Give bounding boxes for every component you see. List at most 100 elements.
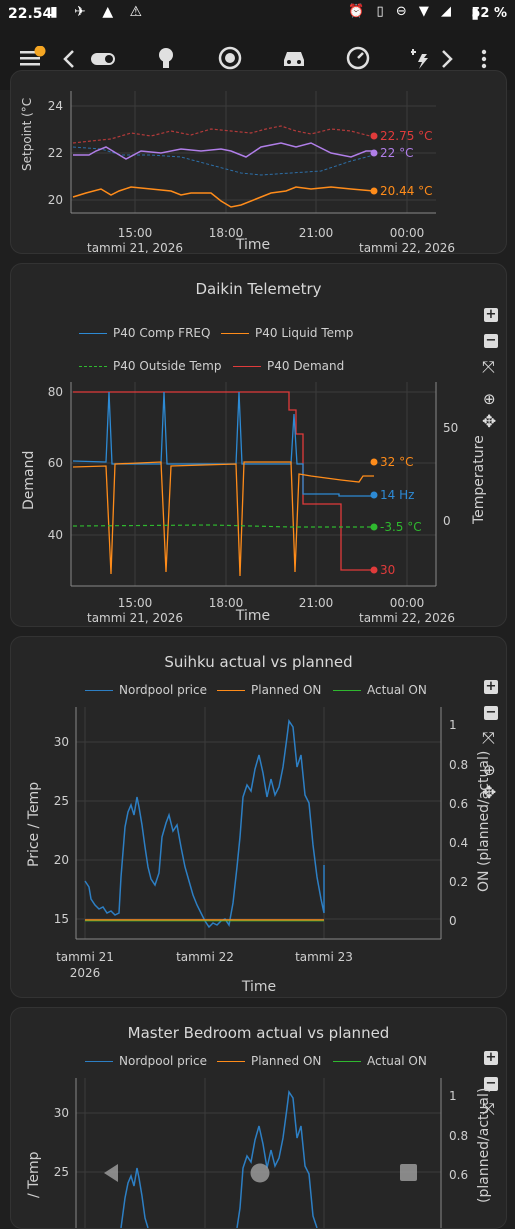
x-tick: 18:00 <box>209 226 244 240</box>
weather-icon[interactable] <box>406 44 434 72</box>
x-tick: 18:00 <box>209 596 244 610</box>
y-tick: 20 <box>54 853 69 867</box>
x-tick: tammi 23 <box>295 950 353 964</box>
chart-title: Master Bedroom actual vs planned <box>127 1024 390 1042</box>
x-tick: tammi 22 <box>176 950 234 964</box>
legend-item[interactable]: Actual ON <box>333 1054 427 1068</box>
end-marker <box>370 458 378 466</box>
x-tick: tammi 21 <box>56 950 114 964</box>
setpoint-card: 24 22 20 Setpoint (°C 22.75 °C 22 °C 20.… <box>10 70 507 254</box>
series-line-nordpool <box>84 718 325 929</box>
robot-vacuum-icon[interactable] <box>216 44 244 72</box>
x-tick: 21:00 <box>299 226 334 240</box>
zoom-out-icon[interactable]: − <box>484 1076 498 1091</box>
back-chevron-icon[interactable] <box>60 48 80 70</box>
nav-recents-icon[interactable] <box>398 1162 420 1184</box>
x-tick: 21:00 <box>299 596 334 610</box>
legend-item[interactable]: Nordpool price <box>85 683 207 697</box>
legend-item[interactable]: P40 Comp FREQ <box>79 326 210 340</box>
menu-icon[interactable] <box>18 46 46 72</box>
daikin-chart: 80 60 40 50 0 Demand Temperature 32 °C 1… <box>21 382 487 625</box>
y2-tick: 0.4 <box>449 836 468 850</box>
system-nav-bar <box>0 1140 515 1200</box>
gauge-icon[interactable] <box>344 44 372 72</box>
end-label-freq: 14 Hz <box>380 488 414 502</box>
y2-axis-label: (planned/actual) <box>476 1088 492 1203</box>
legend-item[interactable]: P40 Demand <box>233 359 344 373</box>
more-vert-icon[interactable] <box>474 46 494 72</box>
series-line-orange <box>72 186 375 208</box>
series-line-comp-freq <box>72 391 374 497</box>
y2-tick: 0.6 <box>449 797 468 811</box>
chart-title: Suihku actual vs planned <box>164 653 353 671</box>
y2-tick: 0.8 <box>449 758 468 772</box>
y-axis-label: Demand <box>21 451 37 510</box>
y-axis-label: Price / Temp <box>26 782 42 867</box>
x-tick-sub: tammi 21, 2026 <box>87 611 183 625</box>
toggle-icon[interactable] <box>88 46 118 72</box>
x-axis-label: Time <box>235 237 270 253</box>
legend-item[interactable]: Actual ON <box>333 683 427 697</box>
x-tick: 00:00 <box>390 596 425 610</box>
y2-tick: 1 <box>449 718 457 732</box>
x-axis-label: Time <box>235 608 270 624</box>
x-tick: 15:00 <box>118 226 153 240</box>
y2-tick: 1 <box>449 1089 457 1103</box>
end-label-purple: 22 °C <box>380 146 413 160</box>
car-icon[interactable] <box>280 44 308 72</box>
status-left-icons: ▮ ✈ ▲ ⚠ <box>50 4 149 20</box>
y-tick: 25 <box>54 1165 69 1179</box>
legend-item[interactable]: P40 Liquid Temp <box>221 326 353 340</box>
status-time: 22.54 <box>8 6 53 22</box>
x-tick-sub: tammi 21, 2026 <box>87 241 183 253</box>
zoom-in-icon[interactable]: + <box>484 1050 498 1065</box>
end-label-outside: -3.5 °C <box>380 520 422 534</box>
nav-home-icon[interactable] <box>249 1162 271 1184</box>
y-tick: 24 <box>48 99 63 113</box>
y-tick: 22 <box>48 146 63 160</box>
autoscale-icon[interactable]: ⤧ <box>482 728 495 747</box>
series-line-red <box>72 125 375 144</box>
bulb-icon[interactable] <box>152 44 180 72</box>
pan-icon[interactable]: ✥ <box>482 412 497 432</box>
y2-tick: 0.8 <box>449 1129 468 1143</box>
x-tick: 00:00 <box>390 226 425 240</box>
x-axis-label: Time <box>241 979 276 995</box>
forward-chevron-icon[interactable] <box>436 48 456 70</box>
legend-item[interactable]: Planned ON <box>217 1054 321 1068</box>
legend-item[interactable]: P40 Outside Temp <box>79 359 221 373</box>
zoom-magnifier-icon[interactable]: ⊕ <box>483 390 496 408</box>
series-line-liquid-temp <box>72 461 374 577</box>
series-line-outside-temp <box>72 524 374 528</box>
end-label-red: 22.75 °C <box>380 129 433 143</box>
end-label-liquid: 32 °C <box>380 455 413 469</box>
y-tick: 30 <box>54 735 69 749</box>
y-tick: 30 <box>54 1106 69 1120</box>
autoscale-icon[interactable]: ⤧ <box>482 357 495 376</box>
y-axis-label: Setpoint (°C <box>20 98 34 171</box>
status-right-icons: ⏰ ▯ ⊖ ▼ ◢ <box>348 4 455 19</box>
end-marker <box>370 566 378 574</box>
end-label-orange: 20.44 °C <box>380 184 433 198</box>
zoom-out-icon[interactable]: − <box>484 705 498 720</box>
nav-back-icon[interactable] <box>100 1162 122 1184</box>
autoscale-icon[interactable]: ⤧ <box>482 1099 495 1118</box>
legend-item[interactable]: Planned ON <box>217 683 321 697</box>
zoom-magnifier-icon[interactable]: ⊕ <box>483 761 496 779</box>
end-marker <box>370 523 378 531</box>
zoom-out-icon[interactable]: − <box>484 333 498 348</box>
legend-item[interactable]: Nordpool price <box>85 1054 207 1068</box>
y2-axis-label: Temperature <box>471 435 487 525</box>
y2-axis-label: ON (planned/actual) <box>476 751 492 892</box>
end-label-demand: 30 <box>380 563 395 577</box>
pan-icon[interactable]: ✥ <box>482 783 497 803</box>
zoom-in-icon[interactable]: + <box>484 307 498 322</box>
status-bar: 22.54 ▮ ✈ ▲ ⚠ ⏰ ▯ ⊖ ▼ ◢ ▮ 52 % <box>0 0 515 30</box>
master-bedroom-card: Master Bedroom actual vs planned Nordpoo… <box>10 1007 507 1229</box>
y-tick: 25 <box>54 794 69 808</box>
end-marker <box>370 149 378 157</box>
x-tick-sub: 2026 <box>70 966 101 980</box>
y-tick: 80 <box>48 385 63 399</box>
zoom-in-icon[interactable]: + <box>484 679 498 694</box>
y-axis-label: / Temp <box>26 1151 42 1198</box>
